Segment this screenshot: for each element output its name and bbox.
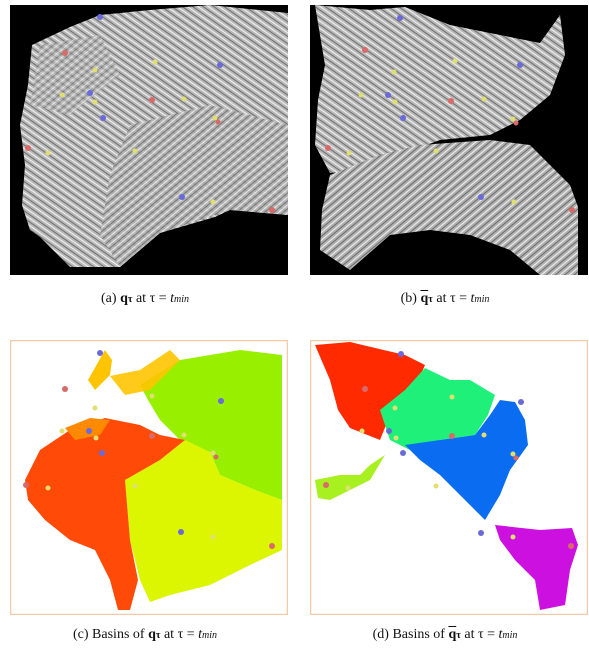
basin-map-c bbox=[10, 340, 288, 615]
caption-d: (d) Basins of qτ at τ = tmin bbox=[372, 627, 518, 642]
basin-map-d bbox=[310, 340, 588, 615]
critical-points-d bbox=[323, 351, 574, 549]
caption-a: (a) qτ at τ = tmin bbox=[101, 291, 189, 306]
panel-a-streamlines bbox=[10, 5, 288, 275]
panel-c-basins bbox=[10, 340, 288, 615]
streamline-field-b bbox=[310, 5, 588, 275]
caption-b: (b) qτ at τ = tmin bbox=[400, 291, 490, 306]
panel-b-streamlines bbox=[310, 5, 588, 275]
caption-c: (c) Basins of qτ at τ = tmin bbox=[73, 627, 217, 642]
critical-points-b bbox=[325, 15, 575, 213]
panel-d-basins bbox=[310, 340, 588, 615]
streamline-field-a bbox=[10, 5, 288, 275]
critical-points-c bbox=[23, 350, 275, 549]
critical-points-a bbox=[25, 14, 275, 213]
